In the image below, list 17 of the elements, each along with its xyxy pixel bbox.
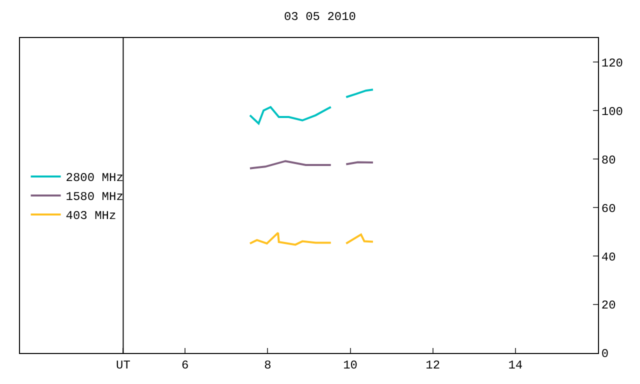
y-tick-label: 20 xyxy=(601,298,616,313)
legend-label: 1580 MHz xyxy=(66,190,124,204)
x-tick-label: 8 xyxy=(264,358,272,372)
chart-title: 03 05 2010 xyxy=(284,10,356,24)
y-tick-label: 0 xyxy=(601,347,609,362)
x-tick-label: 14 xyxy=(508,358,523,372)
y-tick-label: 40 xyxy=(601,250,616,264)
x-tick-label: UT xyxy=(116,358,130,372)
x-tick-label: 12 xyxy=(426,358,440,372)
y-tick-label: 100 xyxy=(601,104,624,119)
x-tick-label: 6 xyxy=(182,358,189,372)
x-tick-label: 10 xyxy=(343,358,358,372)
legend-label: 403 MHz xyxy=(66,209,116,224)
y-tick-label: 120 xyxy=(601,56,624,70)
y-tick-label: 60 xyxy=(601,202,616,216)
legend-label: 2800 MHz xyxy=(66,171,124,186)
y-tick-label: 80 xyxy=(601,153,616,168)
